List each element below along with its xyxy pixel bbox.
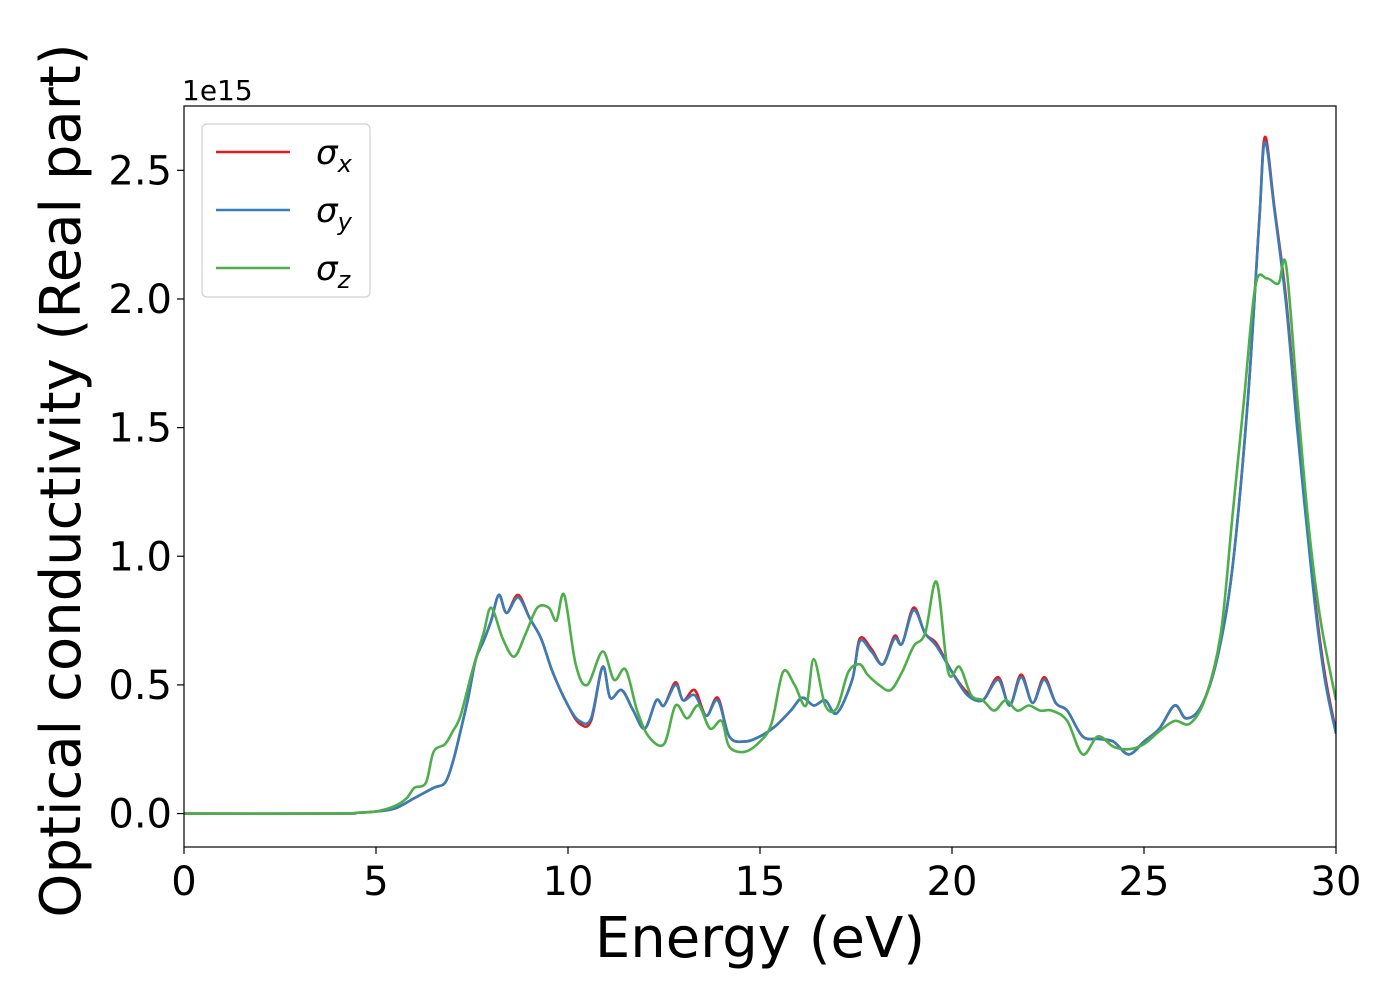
x-tick-label: 5 [363,859,388,905]
y-tick-label: 2.0 [108,277,172,323]
x-tick-label: 20 [927,859,978,905]
x-tick-label: 10 [543,859,594,905]
legend-label-z: σz [316,249,352,294]
x-tick-label: 0 [171,859,196,905]
series-line-z [184,258,1336,815]
y-axis: 0.0 0.5 1.0 1.5 2.0 2.5 [108,148,184,838]
x-axis-title: Energy (eV) [595,906,925,971]
x-tick-label: 15 [735,859,786,905]
y-tick-label: 0.0 [108,792,172,838]
y-tick-label: 0.5 [108,663,172,709]
y-offset-text: 1e15 [182,74,253,107]
legend: σx σy σz [201,123,371,298]
x-tick-label: 25 [1119,859,1170,905]
y-axis-title: Optical conductivity (Real part) [29,43,94,917]
series-layer [184,135,1336,815]
y-tick-label: 2.5 [108,148,172,194]
legend-label-x: σx [316,133,353,178]
y-tick-label: 1.0 [108,534,172,580]
y-tick-label: 1.5 [108,406,172,452]
x-tick-label: 30 [1311,859,1362,905]
x-axis: 0 5 10 15 20 25 30 [171,847,1361,905]
series-line-y [184,140,1336,815]
legend-label-y: σy [316,191,353,236]
